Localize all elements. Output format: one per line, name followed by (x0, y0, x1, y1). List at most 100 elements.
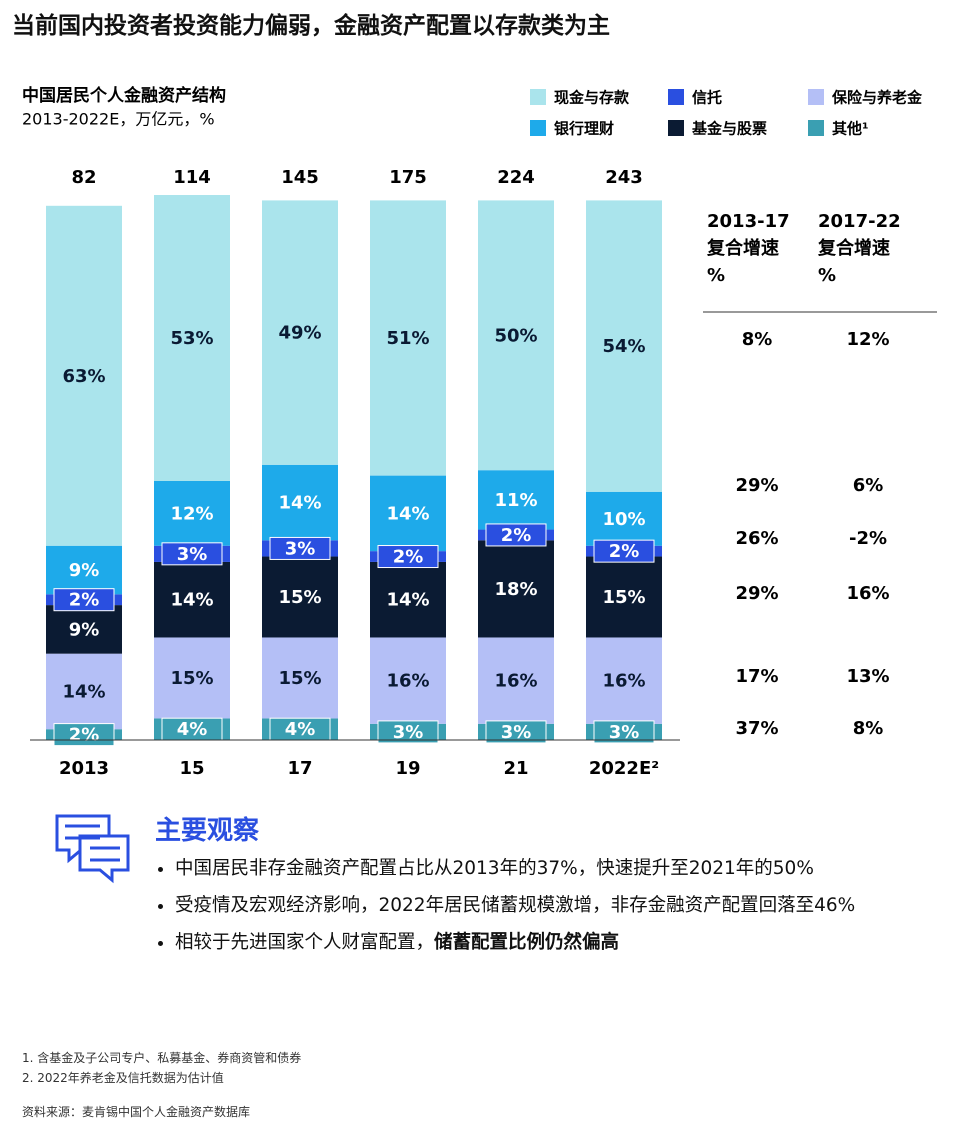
footnote: 2. 2022年养老金及信托数据为估计值 (22, 1071, 224, 1085)
label-box (485, 720, 547, 744)
total-label: 114 (173, 167, 211, 188)
value-label: 15% (602, 587, 645, 608)
legend-swatch (668, 89, 684, 105)
table-cell: 37% (735, 718, 778, 739)
value-label: 2% (69, 725, 100, 746)
source: 资料来源：麦肯锡中国个人金融资产数据库 (22, 1105, 251, 1119)
bar-segment (262, 637, 338, 719)
legend-label: 现金与存款 (554, 89, 630, 107)
value-label: 9% (69, 619, 100, 640)
bar-segment (262, 556, 338, 638)
label-box (593, 720, 655, 744)
value-label: 49% (278, 323, 321, 344)
footnote: 1. 含基金及子公司专户、私募基金、券商资管和债券 (22, 1051, 302, 1065)
x-tick-label: 21 (503, 758, 528, 779)
value-label: 16% (386, 671, 429, 692)
bar-segment (46, 545, 122, 595)
bar-segment (370, 637, 446, 724)
bar-segment (586, 200, 662, 492)
label-box (593, 539, 655, 563)
bar-segment (370, 475, 446, 552)
bullet-emphasis: 储蓄配置比例仍然偏高 (434, 932, 620, 953)
value-label: 15% (278, 668, 321, 689)
observations-heading: 主要观察 (155, 816, 260, 846)
chart-title: 中国居民个人金融资产结构 (22, 85, 226, 106)
value-label: 15% (278, 587, 321, 608)
total-label: 82 (71, 167, 96, 188)
bar-segment (46, 205, 122, 546)
value-label: 16% (602, 671, 645, 692)
bullet-text: 相较于先进国家个人财富配置， (175, 932, 435, 953)
table-header: % (707, 265, 725, 286)
observations: 主要观察 中国居民非存金融资产配置占比从2013年的37%，快速提升至2021年… (155, 810, 915, 966)
x-tick-label: 2013 (59, 758, 109, 779)
bar-segment (478, 470, 554, 530)
bar-segment (586, 637, 662, 724)
table-cell: 16% (846, 583, 889, 604)
legend-label: 银行理财 (554, 120, 614, 138)
value-label: 4% (177, 719, 208, 740)
bar-segment (478, 200, 554, 471)
legend-swatch (668, 120, 684, 136)
chart-subtitle: 2013-2022E，万亿元，% (22, 110, 215, 129)
table-cell: 13% (846, 666, 889, 687)
table-header: 2017-22 (818, 211, 901, 232)
table-cell: 17% (735, 666, 778, 687)
bar-segment (586, 491, 662, 546)
legend-swatch (808, 89, 824, 105)
legend-swatch (530, 120, 546, 136)
value-label: 2% (501, 525, 532, 546)
value-label: 14% (62, 681, 105, 702)
value-label: 10% (602, 509, 645, 530)
table-cell: 8% (742, 329, 773, 350)
table-cell: 12% (846, 329, 889, 350)
value-label: 3% (177, 544, 208, 565)
bar-segment (478, 540, 554, 638)
table-cell: 29% (735, 583, 778, 604)
value-label: 54% (602, 336, 645, 357)
x-tick-label: 19 (395, 758, 420, 779)
total-label: 175 (389, 167, 427, 188)
legend-swatch (530, 89, 546, 105)
legend-label: 信托 (692, 89, 722, 107)
value-label: 12% (170, 503, 213, 524)
total-label: 243 (605, 167, 643, 188)
bar-segment (478, 637, 554, 724)
bar-segment (586, 556, 662, 638)
value-label: 11% (494, 490, 537, 511)
legend-label: 保险与养老金 (831, 89, 923, 107)
bar-segment (154, 480, 230, 546)
label-box (53, 588, 115, 612)
page-title: 当前国内投资者投资能力偏弱，金融资产配置以存款类为主 (12, 13, 610, 39)
table-header: 复合增速 (817, 237, 890, 259)
table-cell: 8% (853, 718, 884, 739)
value-label: 9% (69, 560, 100, 581)
value-label: 2% (393, 547, 424, 568)
legend-label: 其他¹ (832, 120, 869, 138)
value-label: 16% (494, 671, 537, 692)
value-label: 51% (386, 328, 429, 349)
x-tick-label: 2022E² (589, 758, 659, 779)
bullet: 相较于先进国家个人财富配置，储蓄配置比例仍然偏高 (175, 929, 915, 956)
table-cell: 6% (853, 475, 884, 496)
value-label: 14% (386, 590, 429, 611)
label-box (377, 545, 439, 569)
bullet: 受疫情及宏观经济影响，2022年居民储蓄规模激增，非存金融资产配置回落至46% (175, 892, 915, 919)
bar-segment (46, 605, 122, 654)
value-label: 50% (494, 325, 537, 346)
value-label: 15% (170, 668, 213, 689)
value-label: 53% (170, 328, 213, 349)
total-label: 224 (497, 167, 535, 188)
bar-segment (370, 561, 446, 638)
bullet-text: 受疫情及宏观经济影响，2022年居民储蓄规模激增，非存金融资产配置回落至46% (175, 895, 856, 916)
value-label: 2% (69, 590, 100, 611)
bar-segment (262, 200, 338, 465)
x-tick-label: 17 (287, 758, 312, 779)
bullet-text: 中国居民非存金融资产配置占比从2013年的37%，快速提升至2021年的50% (175, 858, 814, 879)
bar-segment (46, 653, 122, 730)
value-label: 3% (285, 538, 316, 559)
table-header: 2013-17 (707, 211, 790, 232)
table-header: % (818, 265, 836, 286)
observation-icon (55, 814, 130, 884)
